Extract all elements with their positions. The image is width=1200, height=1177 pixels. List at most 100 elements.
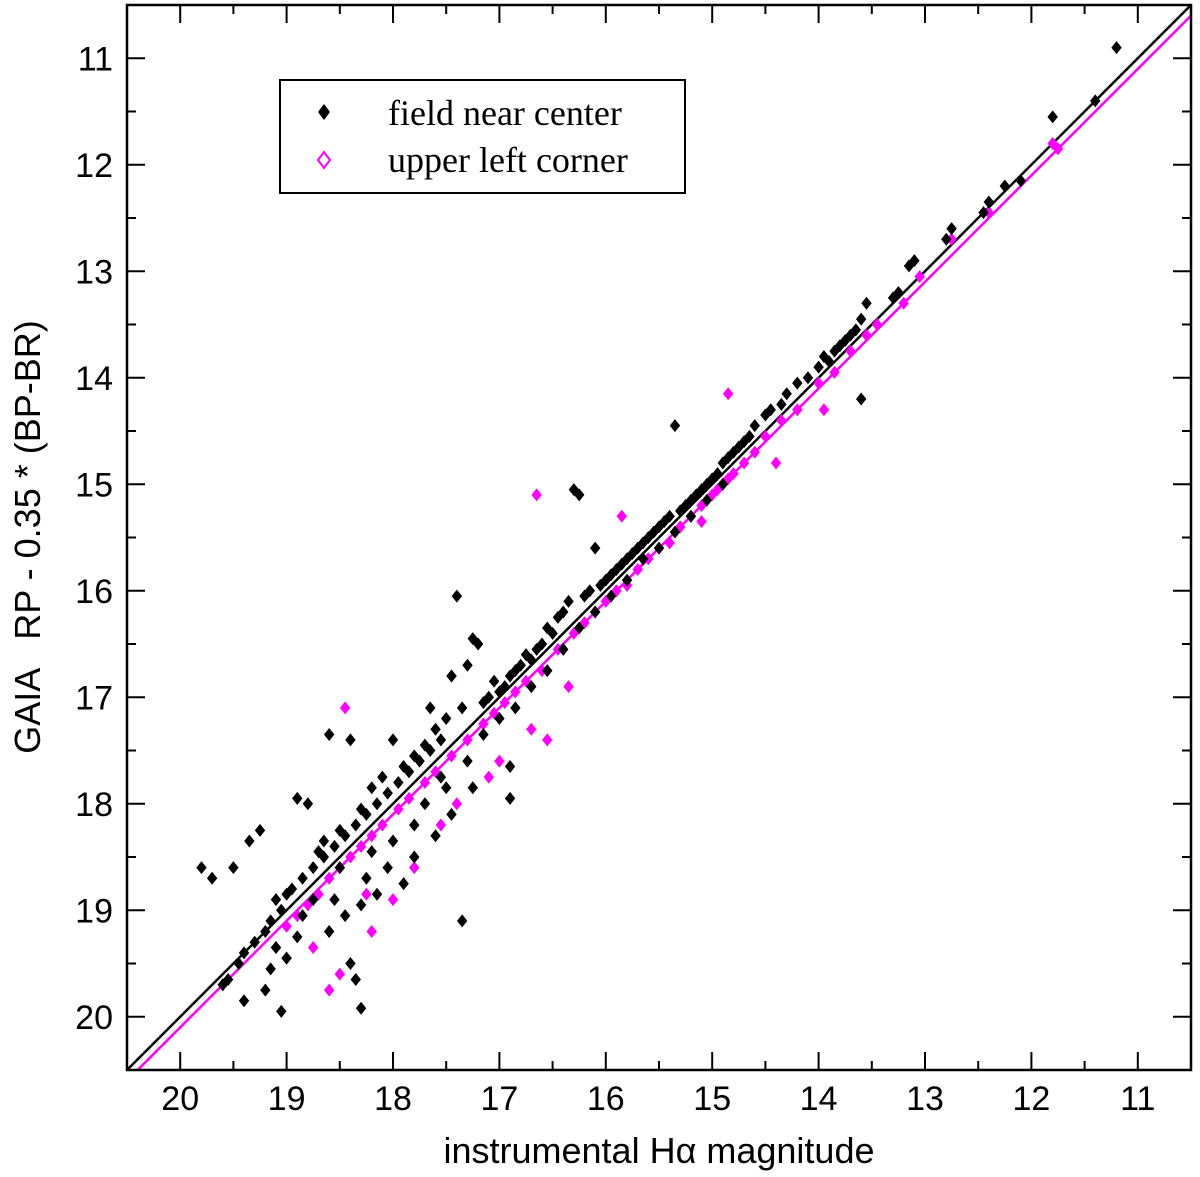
point-upper-left-corner [377,818,388,832]
point-field-near-center [829,344,840,358]
point-field-near-center [515,658,526,672]
point-upper-left-corner [409,861,420,875]
point-upper-left-corner [308,941,319,955]
x-tick-label: 12 [1012,1080,1050,1118]
point-upper-left-corner [722,387,734,401]
point-field-near-center [978,206,989,220]
point-field-near-center [494,685,505,699]
point-field-near-center [999,179,1010,193]
point-field-near-center [983,195,995,209]
point-field-near-center [467,632,478,646]
point-field-near-center [802,371,814,385]
point-field-near-center [387,834,399,848]
point-upper-left-corner [393,802,404,816]
point-field-near-center [600,573,611,587]
point-field-near-center [733,440,744,454]
point-field-near-center [478,728,489,742]
point-upper-left-corner [946,232,957,246]
point-field-near-center [446,807,457,821]
point-upper-left-corner [898,296,909,310]
point-upper-left-corner [323,983,335,997]
point-upper-left-corner [914,270,925,284]
point-field-near-center [441,712,452,726]
point-field-near-center [946,222,957,236]
x-tick-label: 13 [906,1080,944,1118]
point-field-near-center [292,930,303,944]
legend-marker-upper-left-corner [316,150,332,170]
point-field-near-center [605,589,617,603]
point-field-near-center [366,845,377,859]
point-field-near-center [334,861,345,875]
point-upper-left-corner [483,770,494,784]
point-field-near-center [510,701,521,715]
point-field-near-center [217,978,228,992]
point-upper-left-corner [632,562,643,576]
point-field-near-center [366,781,377,795]
point-field-near-center [855,312,867,326]
y-tick-label: 15 [75,466,113,504]
x-axis-title: instrumental Hα magnitude [443,1130,874,1171]
point-upper-left-corner [611,584,622,598]
point-field-near-center [228,861,239,875]
point-field-near-center [744,429,755,443]
point-field-near-center [574,621,585,635]
point-field-near-center [462,754,473,768]
point-field-near-center [244,834,255,848]
point-field-near-center [595,578,606,592]
point-field-near-center [281,951,292,965]
y-axis-title: GAIA RP - 0.35 * (BP-BR) [7,320,48,753]
point-upper-left-corner [419,775,431,789]
point-field-near-center [355,1001,367,1015]
point-field-near-center [441,781,452,795]
point-upper-left-corner [707,488,718,502]
point-field-near-center [425,701,436,715]
point-upper-left-corner [1047,136,1058,150]
y-tick-label: 19 [75,892,113,930]
point-upper-left-corner [355,839,367,853]
point-field-near-center [339,909,351,923]
point-upper-left-corner [871,318,883,331]
point-upper-left-corner [770,456,782,470]
point-field-near-center [398,877,409,891]
point-field-near-center [419,797,431,811]
point-field-near-center [893,286,904,300]
point-field-near-center [265,914,276,928]
point-field-near-center [941,232,952,246]
legend-label-upper-left-corner: upper left corner [388,140,628,180]
x-tick-label: 20 [161,1080,199,1118]
point-field-near-center [371,887,383,901]
point-field-near-center [903,259,915,273]
point-field-near-center [749,419,760,433]
point-field-near-center [355,898,367,912]
point-upper-left-corner [792,403,803,417]
point-field-near-center [637,552,649,566]
point-field-near-center [504,669,516,683]
point-upper-left-corner [435,818,447,832]
point-upper-left-corner [403,791,415,805]
point-upper-left-corner [281,919,292,933]
fit-line-field-near-center [127,5,1191,1070]
point-field-near-center [887,291,899,305]
point-upper-left-corner [345,850,356,864]
y-tick-label: 18 [75,786,113,824]
point-field-near-center [552,610,564,624]
point-field-near-center [409,749,420,763]
point-field-near-center [717,456,729,470]
point-field-near-center [435,770,447,784]
point-field-near-center [627,546,638,560]
point-field-near-center [792,376,803,390]
x-tick-label: 14 [800,1080,838,1118]
point-upper-left-corner [334,967,345,981]
point-upper-left-corner [861,328,872,342]
point-field-near-center [409,818,420,832]
point-field-near-center [845,328,856,342]
point-field-near-center [781,387,792,401]
point-upper-left-corner [983,206,995,220]
point-field-near-center [254,823,266,837]
point-field-near-center [361,871,372,885]
point-field-near-center [318,834,330,848]
point-field-near-center [589,605,601,619]
point-field-near-center [558,642,569,656]
point-field-near-center [446,669,457,683]
point-upper-left-corner [446,749,457,763]
